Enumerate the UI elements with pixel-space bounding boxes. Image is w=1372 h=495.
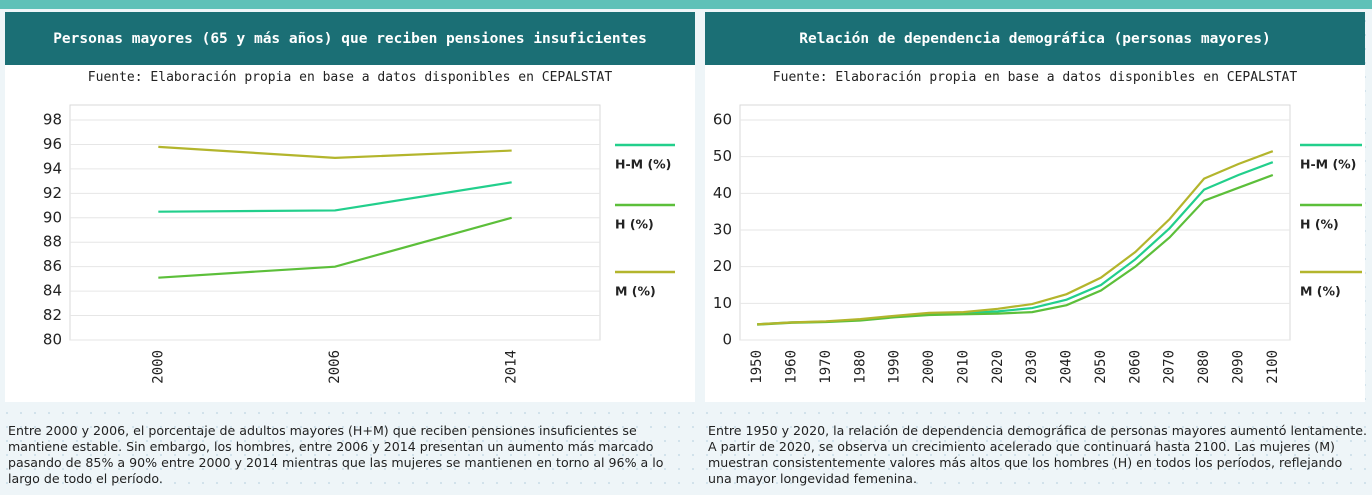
- x-tick-label: 2000: [150, 350, 166, 384]
- series-line: [158, 145, 512, 159]
- y-tick-label: 80: [43, 331, 62, 349]
- x-tick-label: 2040: [1059, 350, 1075, 384]
- series-line: [158, 181, 512, 213]
- plot-frame: [739, 104, 1291, 341]
- x-tick-label: 1990: [887, 350, 903, 384]
- x-tick-label: 2080: [1196, 350, 1212, 384]
- x-tick-label: 2070: [1162, 350, 1178, 384]
- x-tick-label: 2010: [955, 350, 971, 384]
- y-tick-label: 86: [43, 257, 62, 275]
- y-tick-label: 98: [43, 111, 62, 129]
- y-tick-label: 40: [713, 184, 732, 202]
- y-tick-label: 94: [43, 159, 62, 177]
- x-tick-label: 2100: [1265, 350, 1281, 384]
- x-tick-label: 2060: [1127, 350, 1143, 384]
- legend-label: H-M (%): [1300, 157, 1356, 172]
- legend-label: M (%): [1300, 284, 1341, 299]
- y-tick-label: 10: [713, 294, 732, 312]
- plot-frame: [69, 104, 601, 341]
- description: Entre 1950 y 2020, la relación de depend…: [708, 423, 1368, 486]
- y-tick-label: 60: [713, 111, 732, 129]
- y-tick-label: 84: [43, 282, 62, 300]
- legend-label: M (%): [615, 284, 656, 299]
- y-tick-label: 92: [43, 184, 62, 202]
- series-line: [757, 150, 1274, 326]
- series-line: [757, 173, 1274, 326]
- x-tick-label: 1980: [852, 350, 868, 384]
- y-tick-label: 96: [43, 135, 62, 153]
- legend-label: H-M (%): [615, 157, 671, 172]
- panel-title: Personas mayores (65 y más años) que rec…: [5, 12, 695, 65]
- panel: Relación de dependencia demográfica (per…: [705, 12, 1365, 402]
- chart: 80 82 84 86 88 90 92 94 96 98 2000 2006 2014 H-M (%) H…: [43, 104, 675, 384]
- top-band: [0, 0, 1372, 9]
- x-tick-label: 2020: [990, 350, 1006, 384]
- x-tick-label: 1960: [784, 350, 800, 384]
- y-tick-label: 82: [43, 306, 62, 324]
- y-tick-label: 88: [43, 233, 62, 251]
- x-tick-label: 2006: [327, 350, 343, 384]
- description: Entre 2000 y 2006, el porcentaje de adul…: [8, 423, 664, 486]
- series-line: [158, 216, 512, 279]
- series-line: [757, 161, 1274, 326]
- x-tick-label: 1970: [818, 350, 834, 384]
- panel-title: Relación de dependencia demográfica (per…: [705, 12, 1365, 65]
- y-tick-label: 0: [722, 331, 732, 349]
- legend-label: H (%): [615, 217, 654, 232]
- x-tick-label: 2000: [921, 350, 937, 384]
- source: Fuente: Elaboración propia en base a dat…: [87, 70, 613, 85]
- x-tick-label: 2030: [1024, 350, 1040, 384]
- y-tick-label: 90: [43, 208, 62, 226]
- x-tick-label: 1950: [749, 350, 765, 384]
- y-tick-label: 50: [713, 147, 732, 165]
- source: Fuente: Elaboración propia en base a dat…: [772, 70, 1298, 85]
- y-tick-label: 20: [713, 257, 732, 275]
- x-tick-label: 2014: [504, 350, 520, 384]
- x-tick-label: 2050: [1093, 350, 1109, 384]
- panel: Personas mayores (65 y más años) que rec…: [5, 12, 695, 402]
- x-tick-label: 2090: [1230, 350, 1246, 384]
- legend-label: H (%): [1300, 217, 1339, 232]
- y-tick-label: 30: [713, 221, 732, 239]
